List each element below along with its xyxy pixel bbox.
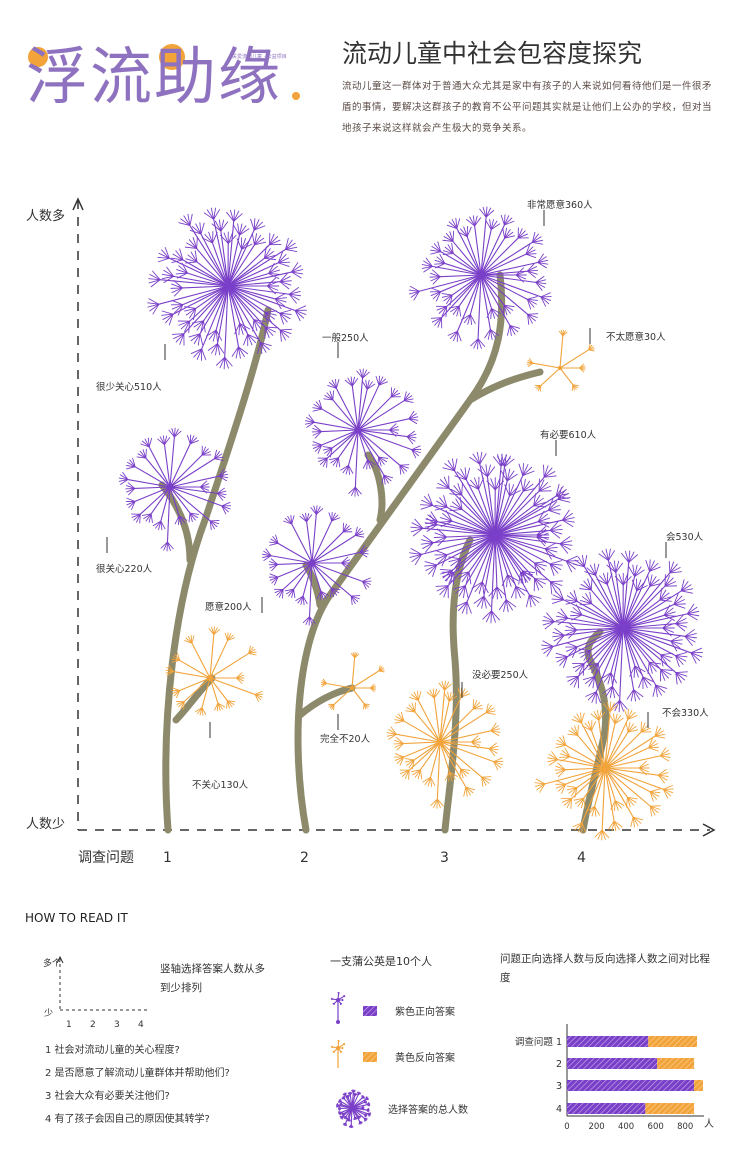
stems — [162, 275, 606, 830]
dandelion-q1-positive — [148, 208, 307, 369]
legend-cluster-label: 选择答案的总人数 — [388, 1103, 468, 1116]
how-to-axis-note: 竖轴选择答案人数从多到少排列 — [160, 960, 270, 998]
bar-negative — [645, 1103, 694, 1114]
y-axis-bottom-label: 人数少 — [26, 817, 65, 832]
legend-negative-swatch — [363, 1052, 377, 1062]
x-tick-label: 3 — [440, 850, 449, 866]
bar-positive — [567, 1103, 645, 1114]
flower-label: 有必要610人 — [540, 429, 597, 441]
bar-positive — [567, 1080, 694, 1091]
how-to-axis-top: 多个 — [43, 957, 61, 969]
flower-label: 不关心130人 — [192, 779, 249, 791]
stem-q2-branch-mid — [368, 455, 382, 520]
how-to-axis-note-box: 竖轴选择答案人数从多到少排列 — [160, 960, 270, 1004]
bar-category-label: 调查问题 1 — [515, 1036, 562, 1048]
bar-category-label: 2 — [556, 1059, 562, 1070]
how-to-question: 4 有了孩子会因自己的原因使其转学? — [45, 1112, 210, 1125]
how-to-x-tick: 3 — [114, 1020, 120, 1030]
bar-negative — [657, 1058, 694, 1069]
dandelion-q3-negative — [387, 681, 503, 808]
legend-negative-dandelion-icon — [332, 1041, 345, 1068]
x-tick-label: 4 — [577, 850, 586, 866]
how-to-question: 3 社会大众有必要关注他们? — [45, 1089, 170, 1102]
how-to-x-tick: 1 — [66, 1020, 72, 1030]
dandelion-q3-positive — [409, 207, 551, 349]
bar-positive — [567, 1036, 648, 1047]
bar-chart-title: 问题正向选择人数与反向选择人数之间对比程度 — [500, 950, 720, 988]
bar-positive — [567, 1058, 657, 1069]
x-tick-label: 1 — [163, 850, 172, 866]
logo-small-dot — [292, 92, 300, 100]
y-axis-top-label: 人数多 — [26, 208, 65, 224]
bar-x-tick-label: 800 — [677, 1122, 693, 1132]
logo-small-text: 关爱流动儿童 · 公益项目 — [232, 53, 287, 60]
x-tick-label: 2 — [300, 850, 309, 866]
bar-x-tick-label: 0 — [564, 1122, 569, 1132]
how-to-x-tick: 4 — [138, 1020, 144, 1030]
bar-negative — [694, 1080, 703, 1091]
flower-label: 没必要250人 — [472, 669, 529, 681]
how-to-section: HOW TO READ IT 多个 少 1 2 3 4 竖轴选择答案人数从多到少… — [25, 911, 270, 1125]
flower-label: 非常愿意360人 — [527, 199, 593, 211]
legend-positive-swatch — [363, 1006, 377, 1016]
page-title: 流动儿童中社会包容度探究 — [342, 39, 642, 68]
flower-label: 完全不20人 — [320, 733, 371, 745]
legend-positive-dandelion-icon — [332, 993, 345, 1024]
bar-x-unit: 人 — [704, 1118, 714, 1130]
legend-cluster-dandelion — [336, 1090, 370, 1128]
stem-q2-branch-orange — [300, 688, 352, 715]
flower-label: 会530人 — [666, 531, 704, 543]
bar-x-tick-label: 200 — [588, 1122, 604, 1132]
flower-label: 一般250人 — [322, 332, 369, 344]
how-to-question: 1 社会对流动儿童的关心程度? — [45, 1043, 180, 1056]
legend-title: 一支蒲公英是10个人 — [330, 954, 432, 968]
logo: 浮流助缘 关爱流动儿童 · 公益项目 — [26, 40, 300, 113]
dandelion-q2-negative — [321, 652, 384, 709]
logo-text: 浮流助缘 — [26, 40, 282, 113]
dandelion-q3-positive — [410, 452, 579, 623]
flower-label: 很关心220人 — [96, 563, 153, 575]
dandelion-q2-positive — [305, 369, 421, 496]
flower-label: 很少关心510人 — [96, 381, 162, 393]
main-axes: 人数多 人数少 调查问题 1 2 3 4 — [26, 199, 714, 866]
bar-category-label: 4 — [556, 1104, 562, 1115]
how-to-axis-bottom: 少 — [44, 1008, 53, 1019]
bar-x-tick-label: 600 — [648, 1122, 664, 1132]
page-description: 流动儿童这一群体对于普通大众尤其是家中有孩子的人来说如何看待他们是一件很矛盾的事… — [342, 76, 720, 139]
how-to-question: 2 是否愿意了解流动儿童群体并帮助他们? — [45, 1066, 230, 1079]
flower-label: 不太愿意30人 — [606, 331, 666, 343]
legend-positive-label: 紫色正向答案 — [395, 1005, 455, 1018]
flower-label: 愿意200人 — [205, 601, 252, 613]
legend-negative-label: 黄色反向答案 — [395, 1051, 455, 1064]
flower-label: 不会330人 — [662, 707, 709, 719]
bar-layer: 调查问题 1 2 3 40 200 400 600 800 人 — [515, 1024, 714, 1132]
dandelion-q4-positive — [542, 549, 703, 712]
bar-chart-title-box: 问题正向选择人数与反向选择人数之间对比程度 — [500, 950, 720, 994]
dandelion-q3-negative — [527, 330, 594, 391]
bar-category-label: 3 — [556, 1081, 562, 1092]
bar-negative — [648, 1036, 697, 1047]
how-to-heading: HOW TO READ IT — [25, 911, 128, 925]
x-axis-label: 调查问题 — [78, 850, 134, 866]
comparison-bar-chart: 问题正向选择人数与反向选择人数之间对比程度 调查问题 1 2 3 40 200 400 60… — [500, 950, 720, 1132]
bar-x-tick-label: 400 — [618, 1122, 634, 1132]
stem-q1 — [166, 310, 268, 830]
legend: 一支蒲公英是10个人 紫色正向答案 黄色反向答案 选择答案的总人数 — [330, 954, 468, 1128]
how-to-x-tick: 2 — [90, 1020, 96, 1030]
dandelion-q1-negative — [166, 627, 263, 715]
legend-cluster-icon — [336, 1090, 370, 1128]
